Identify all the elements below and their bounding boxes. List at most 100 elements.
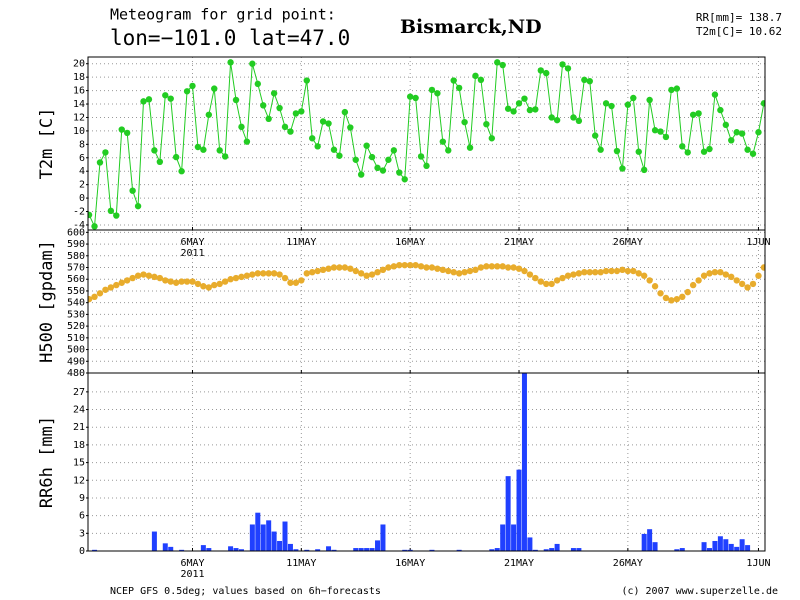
bar xyxy=(358,548,364,551)
point xyxy=(717,106,724,114)
point xyxy=(749,150,757,157)
bar xyxy=(739,539,745,551)
point xyxy=(548,280,555,288)
point xyxy=(586,77,593,85)
point xyxy=(635,148,642,155)
point xyxy=(461,118,468,126)
point xyxy=(738,280,746,288)
point xyxy=(717,268,724,276)
point xyxy=(270,270,278,277)
point xyxy=(434,90,441,97)
point xyxy=(281,274,289,282)
point xyxy=(477,76,485,84)
y-tick-label: 8 xyxy=(79,139,85,150)
bar xyxy=(369,548,375,551)
point xyxy=(96,290,104,297)
point xyxy=(352,267,359,275)
point xyxy=(379,266,387,274)
x-tick-label: 11MAY xyxy=(286,558,316,569)
point xyxy=(134,272,142,279)
point xyxy=(662,133,670,141)
bar xyxy=(375,540,381,551)
point xyxy=(113,212,120,219)
bar xyxy=(494,548,500,551)
y-tick-label: 4 xyxy=(79,166,85,177)
point xyxy=(107,284,115,291)
bar xyxy=(489,549,495,551)
point xyxy=(477,264,485,271)
bar xyxy=(652,542,658,551)
point xyxy=(260,102,267,109)
point xyxy=(270,90,278,97)
point xyxy=(733,277,740,284)
bar xyxy=(315,549,321,551)
point xyxy=(608,102,615,110)
point xyxy=(232,274,240,282)
bar xyxy=(712,540,718,551)
bar xyxy=(549,548,555,551)
bar xyxy=(402,549,408,551)
year-label: 2011 xyxy=(180,248,204,259)
bar xyxy=(511,524,517,551)
point xyxy=(417,153,425,160)
point xyxy=(651,283,659,290)
point xyxy=(526,106,534,114)
point xyxy=(254,80,261,88)
point xyxy=(303,270,310,277)
footer-credit: (c) 2007 www.superzelle.de xyxy=(621,586,778,597)
point xyxy=(581,268,588,276)
point xyxy=(249,60,256,67)
point xyxy=(319,118,327,125)
y-tick-label: 16 xyxy=(73,86,85,97)
point xyxy=(597,146,604,153)
y-tick-label: 500 xyxy=(67,345,85,356)
point xyxy=(455,270,463,277)
y-axis-title: T2m [C] xyxy=(37,108,57,180)
point xyxy=(755,129,762,136)
point xyxy=(559,61,566,68)
point xyxy=(140,271,147,278)
y-axis-title: H500 [gpdam] xyxy=(37,240,57,363)
footer-source: NCEP GFS 0.5deg; values based on 6h−fore… xyxy=(110,586,381,597)
point xyxy=(205,111,213,118)
point xyxy=(695,277,702,284)
point xyxy=(711,268,719,276)
point xyxy=(249,271,256,278)
point xyxy=(510,108,517,115)
point xyxy=(123,129,131,137)
point xyxy=(472,266,479,274)
y-tick-label: 480 xyxy=(67,368,85,379)
bar xyxy=(271,531,277,551)
y-tick-label: 2 xyxy=(79,180,85,191)
point xyxy=(238,123,245,131)
point xyxy=(390,147,398,154)
point xyxy=(102,286,109,293)
point xyxy=(151,147,158,154)
bar xyxy=(521,373,527,551)
point xyxy=(401,261,408,269)
bar xyxy=(233,548,239,551)
bar xyxy=(206,548,212,551)
y-tick-label: 27 xyxy=(73,387,85,398)
plot-area xyxy=(92,373,751,551)
y-tick-label: 12 xyxy=(73,112,85,123)
point xyxy=(630,94,637,102)
point xyxy=(309,268,316,276)
bar xyxy=(353,548,359,551)
point xyxy=(298,277,305,284)
y-tick-label: 600 xyxy=(67,227,85,238)
point xyxy=(722,271,730,278)
point xyxy=(434,265,441,272)
point xyxy=(651,127,659,134)
point xyxy=(570,271,577,278)
point xyxy=(755,272,762,279)
point xyxy=(396,261,403,269)
y-tick-label: 520 xyxy=(67,321,85,332)
bar xyxy=(179,549,185,551)
point xyxy=(401,176,408,183)
point xyxy=(406,93,414,100)
point xyxy=(700,272,708,279)
y-tick-label: 560 xyxy=(67,274,85,285)
point xyxy=(189,278,196,285)
